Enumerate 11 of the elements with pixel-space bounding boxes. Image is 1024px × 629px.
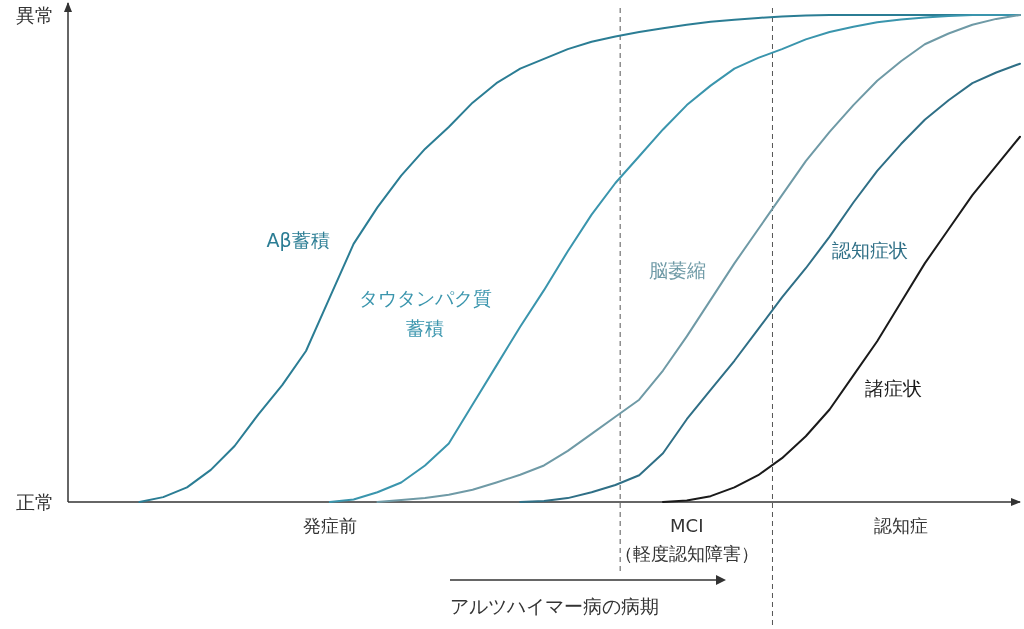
series-label: 諸症状 (864, 377, 922, 399)
text: 正常 (16, 491, 54, 513)
text: 異常 (16, 4, 54, 26)
series-label: タウタンパク質蓄積 (358, 287, 492, 339)
series-label: 認知症状 (832, 239, 908, 261)
x-tick-label: 認知症 (874, 515, 928, 536)
x-axis-title: アルツハイマー病の病期 (450, 595, 659, 617)
x-tick-label: 発症前 (302, 515, 357, 536)
x-tick-label: MCI（軽度認知障害） (614, 515, 759, 564)
series-label: 脳萎縮 (648, 259, 706, 281)
series-label: Aβ蓄積 (266, 229, 330, 251)
